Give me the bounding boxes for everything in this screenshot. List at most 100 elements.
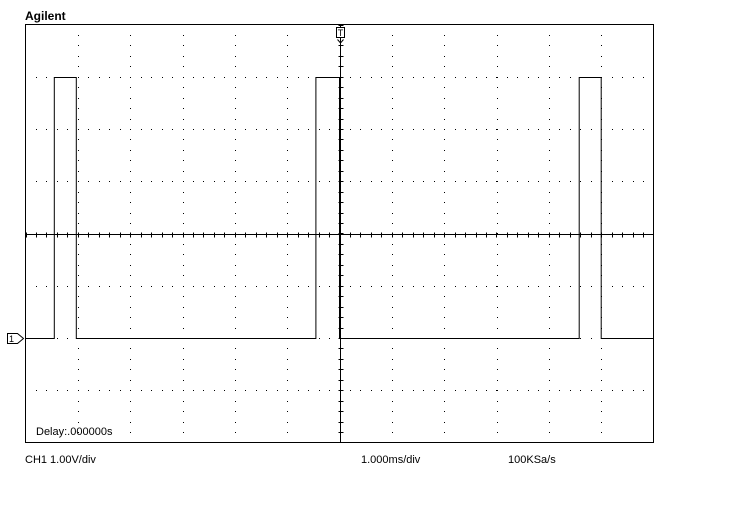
grid-dot-479	[559, 77, 560, 78]
grid-dot-254	[392, 244, 393, 245]
grid-dot-815	[371, 390, 372, 391]
grid-dot-286	[444, 171, 445, 172]
grid-dot-363	[549, 160, 550, 161]
grid-dot-495	[109, 129, 110, 130]
grid-dot-345	[497, 380, 498, 381]
grid-dot-76	[130, 422, 131, 423]
grid-dot-236	[392, 56, 393, 57]
grid-dot-90	[183, 160, 184, 161]
grid-dot-317	[497, 87, 498, 88]
grid-dot-548	[46, 181, 47, 182]
grid-dot-426	[601, 411, 602, 412]
grid-dot-45	[130, 98, 131, 99]
grid-dot-293	[444, 244, 445, 245]
grid-dot-445	[203, 77, 204, 78]
grid-dot-344	[497, 369, 498, 370]
grid-dot-558	[151, 181, 152, 182]
grid-dot-376	[549, 296, 550, 297]
grid-dot-124	[235, 108, 236, 109]
grid-dot-272	[392, 432, 393, 433]
grid-dot-49	[130, 139, 131, 140]
grid-dot-377	[549, 307, 550, 308]
grid-dot-348	[497, 411, 498, 412]
grid-dot-435	[99, 77, 100, 78]
channel-1-scale-readout: CH1 1.00V/div	[25, 454, 96, 466]
grid-dot-575	[329, 181, 330, 182]
grid-dot-582	[402, 181, 403, 182]
grid-dot-298	[444, 296, 445, 297]
grid-dot-356	[549, 87, 550, 88]
grid-dot-480	[570, 77, 571, 78]
grid-dot-797	[183, 390, 184, 391]
grid-dot-703	[434, 286, 435, 287]
grid-dot-350	[497, 432, 498, 433]
grid-dot-464	[402, 77, 403, 78]
grid-dot-25	[78, 296, 79, 297]
grid-dot-99	[183, 254, 184, 255]
grid-dot-669	[78, 286, 79, 287]
grid-dot-94	[183, 202, 184, 203]
grid-dot-563	[203, 181, 204, 182]
grid-dot-686	[256, 286, 257, 287]
grid-dot-373	[549, 265, 550, 266]
grid-dot-473	[496, 77, 497, 78]
grid-dot-801	[224, 390, 225, 391]
grid-dot-326	[497, 181, 498, 182]
grid-dot-814	[360, 390, 361, 391]
grid-dot-428	[601, 432, 602, 433]
channel-1-ground-marker[interactable]: 1	[7, 333, 25, 345]
grid-dot-689	[287, 286, 288, 287]
grid-dot-809	[308, 390, 309, 391]
grid-dot-727	[67, 338, 68, 339]
grid-dot-605	[643, 181, 644, 182]
grid-dot-568	[256, 181, 257, 182]
grid-dot-158	[287, 56, 288, 57]
grid-dot-717	[580, 286, 581, 287]
grid-dot-266	[392, 369, 393, 370]
grid-dot-182	[287, 307, 288, 308]
grid-dot-324	[497, 160, 498, 161]
grid-dot-720	[612, 286, 613, 287]
grid-dot-74	[130, 401, 131, 402]
grid-dot-544	[622, 129, 623, 130]
grid-dot-331	[497, 233, 498, 234]
grid-dot-790	[109, 390, 110, 391]
grid-dot-705	[455, 286, 456, 287]
grid-dot-722	[633, 286, 634, 287]
grid-dot-787	[78, 390, 79, 391]
grid-dot-168	[287, 160, 288, 161]
grid-dot-137	[235, 244, 236, 245]
grid-dot-557	[141, 181, 142, 182]
grid-dot-422	[601, 369, 602, 370]
grid-dot-387	[549, 411, 550, 412]
grid-dot-793	[141, 390, 142, 391]
grid-dot-590	[486, 181, 487, 182]
grid-dot-269	[392, 401, 393, 402]
grid-dot-189	[287, 380, 288, 381]
sample-rate-readout: 100KSa/s	[508, 454, 556, 466]
grid-dot-540	[580, 129, 581, 130]
grid-dot-392	[601, 56, 602, 57]
grid-dot-452	[277, 77, 278, 78]
grid-dot-803	[245, 390, 246, 391]
grid-dot-71	[130, 369, 131, 370]
grid-dot-828	[507, 390, 508, 391]
grid-dot-340	[497, 328, 498, 329]
grid-dot-157	[287, 45, 288, 46]
grid-dot-35	[78, 401, 79, 402]
grid-dot-314	[497, 56, 498, 57]
grid-dot-807	[287, 390, 288, 391]
grid-dot-5	[78, 87, 79, 88]
grid-dot-534	[517, 129, 518, 130]
grid-dot-816	[381, 390, 382, 391]
grid-dot-529	[465, 129, 466, 130]
trigger-position-marker[interactable]: T	[336, 27, 345, 44]
grid-dot-362	[549, 150, 550, 151]
grid-dot-273	[444, 35, 445, 36]
grid-dot-154	[235, 422, 236, 423]
grid-dot-161	[287, 87, 288, 88]
grid-dot-276	[444, 66, 445, 67]
grid-dot-328	[497, 202, 498, 203]
grid-dot-791	[120, 390, 121, 391]
grid-dot-708	[486, 286, 487, 287]
